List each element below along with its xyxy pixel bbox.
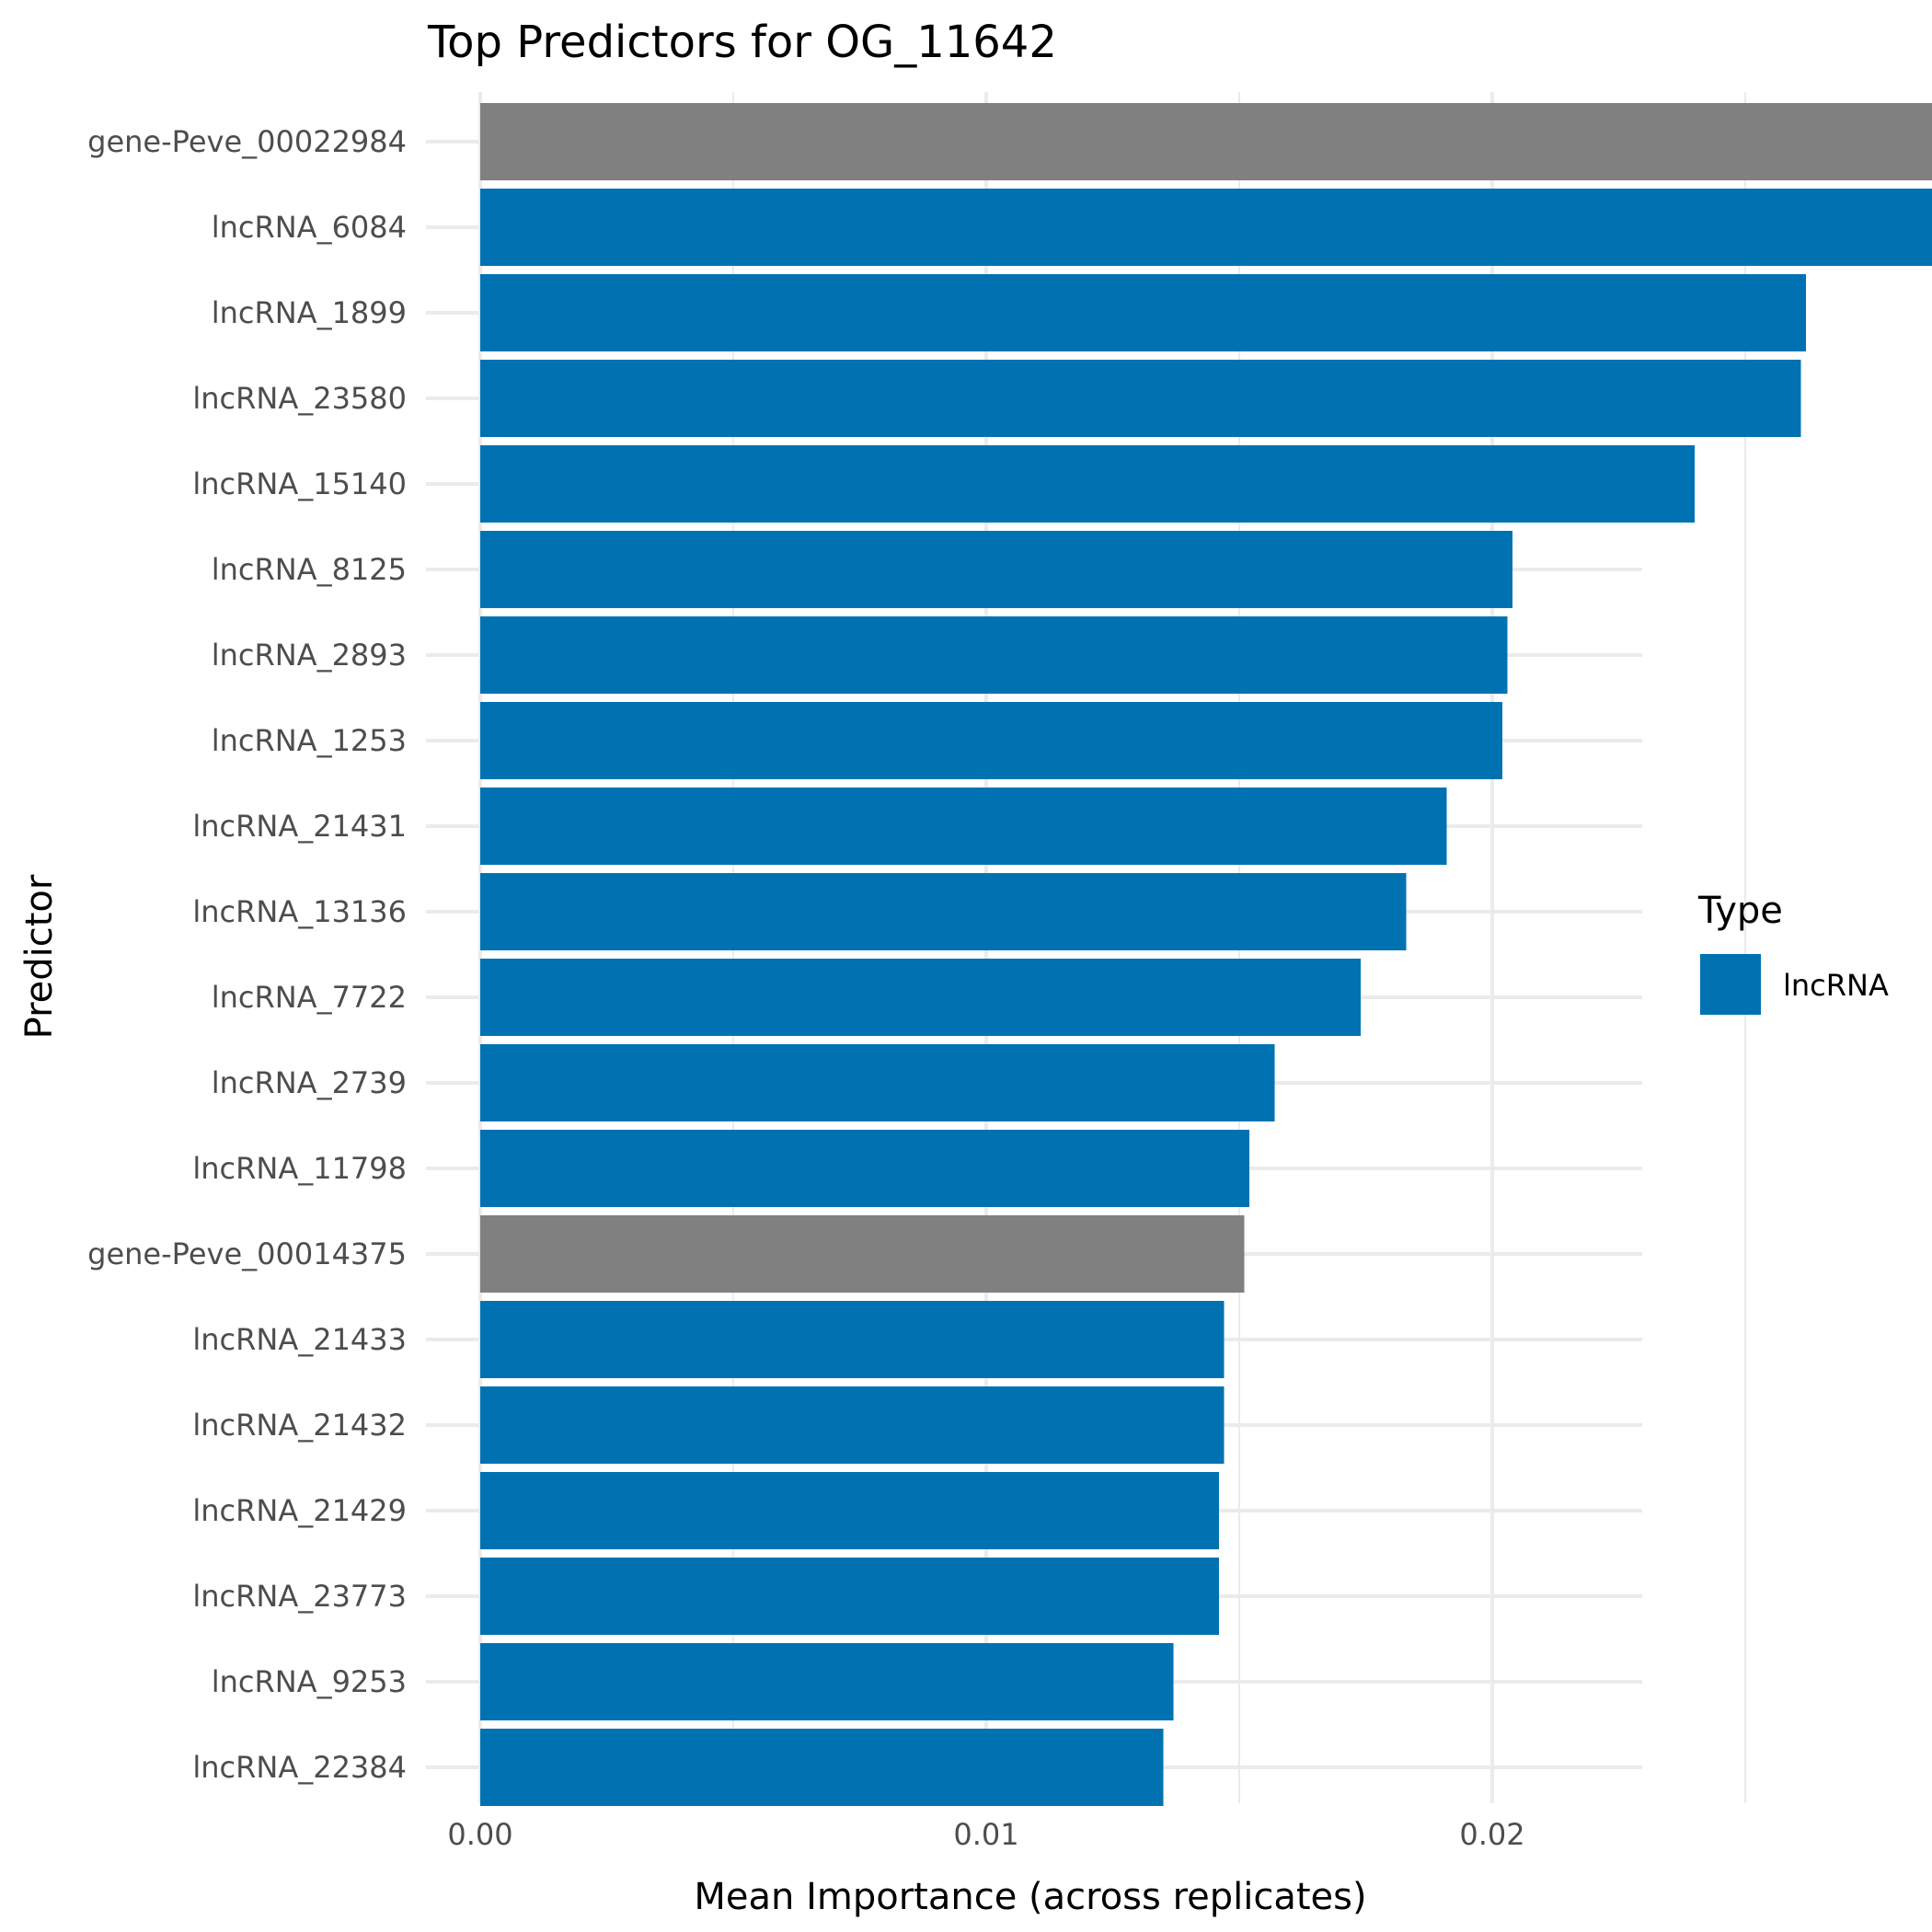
y-tick-label: lncRNA_1899 (212, 295, 407, 330)
y-axis-tick-labels: gene-Peve_00022984 lncRNA_6084 lncRNA_1899… (87, 124, 407, 1785)
x-tick-label: 0.00 (447, 1817, 512, 1852)
y-tick-label: lncRNA_7722 (212, 980, 407, 1015)
y-tick-label: lncRNA_9253 (212, 1664, 407, 1699)
bar-lncrna-21433 (480, 1301, 1225, 1378)
bar-lncrna-8125 (480, 531, 1512, 608)
bar-lncrna-13136 (480, 873, 1407, 950)
bar-lncrna-1899 (480, 274, 1806, 351)
y-tick-label: lncRNA_22384 (192, 1750, 407, 1785)
y-tick-label: lncRNA_2893 (212, 638, 407, 673)
bar-lncrna-21429 (480, 1472, 1219, 1549)
bars (480, 103, 1932, 1806)
legend-swatch-lncrna (1700, 954, 1761, 1015)
x-tick-label: 0.02 (1459, 1817, 1524, 1852)
y-tick-label: gene-Peve_00014375 (87, 1236, 407, 1271)
y-tick-label: lncRNA_15140 (192, 466, 407, 501)
legend-title: Type (1697, 890, 1783, 932)
y-tick-label: gene-Peve_00022984 (87, 124, 407, 159)
y-tick-label: lncRNA_21429 (192, 1493, 407, 1528)
bar-lncrna-6084 (480, 189, 1932, 266)
bar-lncrna-21431 (480, 788, 1447, 865)
y-axis-title: Predictor (18, 874, 61, 1039)
bar-lncrna-9253 (480, 1643, 1174, 1720)
bar-lncrna-11798 (480, 1130, 1249, 1207)
bar-lncrna-2739 (480, 1044, 1275, 1121)
y-tick-label: lncRNA_21433 (192, 1322, 407, 1357)
chart-title: Top Predictors for OG_11642 (427, 17, 1057, 68)
bar-gene-peve-00022984 (480, 103, 1932, 180)
bar-lncrna-21432 (480, 1386, 1225, 1464)
bar-lncrna-2893 (480, 616, 1508, 694)
bar-lncrna-1253 (480, 702, 1502, 779)
y-tick-label: lncRNA_21432 (192, 1408, 407, 1443)
y-tick-label: lncRNA_23773 (192, 1579, 407, 1614)
y-tick-label: lncRNA_13136 (192, 894, 407, 929)
x-tick-label: 0.01 (953, 1817, 1018, 1852)
y-tick-label: lncRNA_23580 (192, 381, 407, 416)
bar-gene-peve-00014375 (480, 1215, 1245, 1293)
x-axis-tick-labels: 0.000.010.020.030.04 (447, 1817, 1524, 1852)
y-tick-label: lncRNA_21431 (192, 809, 407, 844)
y-tick-label: lncRNA_8125 (212, 552, 407, 587)
bar-lncrna-23773 (480, 1558, 1219, 1635)
bar-lncrna-7722 (480, 959, 1361, 1036)
y-tick-label: lncRNA_11798 (192, 1151, 407, 1186)
legend: Type lncRNA (1697, 890, 1889, 1015)
legend-label-lncrna: lncRNA (1783, 968, 1889, 1003)
bar-lncrna-22384 (480, 1729, 1164, 1806)
bar-lncrna-15140 (480, 445, 1695, 523)
y-tick-label: lncRNA_2739 (212, 1065, 407, 1100)
y-tick-label: lncRNA_1253 (212, 723, 407, 758)
bar-lncrna-23580 (480, 360, 1801, 437)
y-tick-label: lncRNA_6084 (212, 210, 407, 245)
x-axis-title: Mean Importance (across replicates) (694, 1876, 1366, 1918)
